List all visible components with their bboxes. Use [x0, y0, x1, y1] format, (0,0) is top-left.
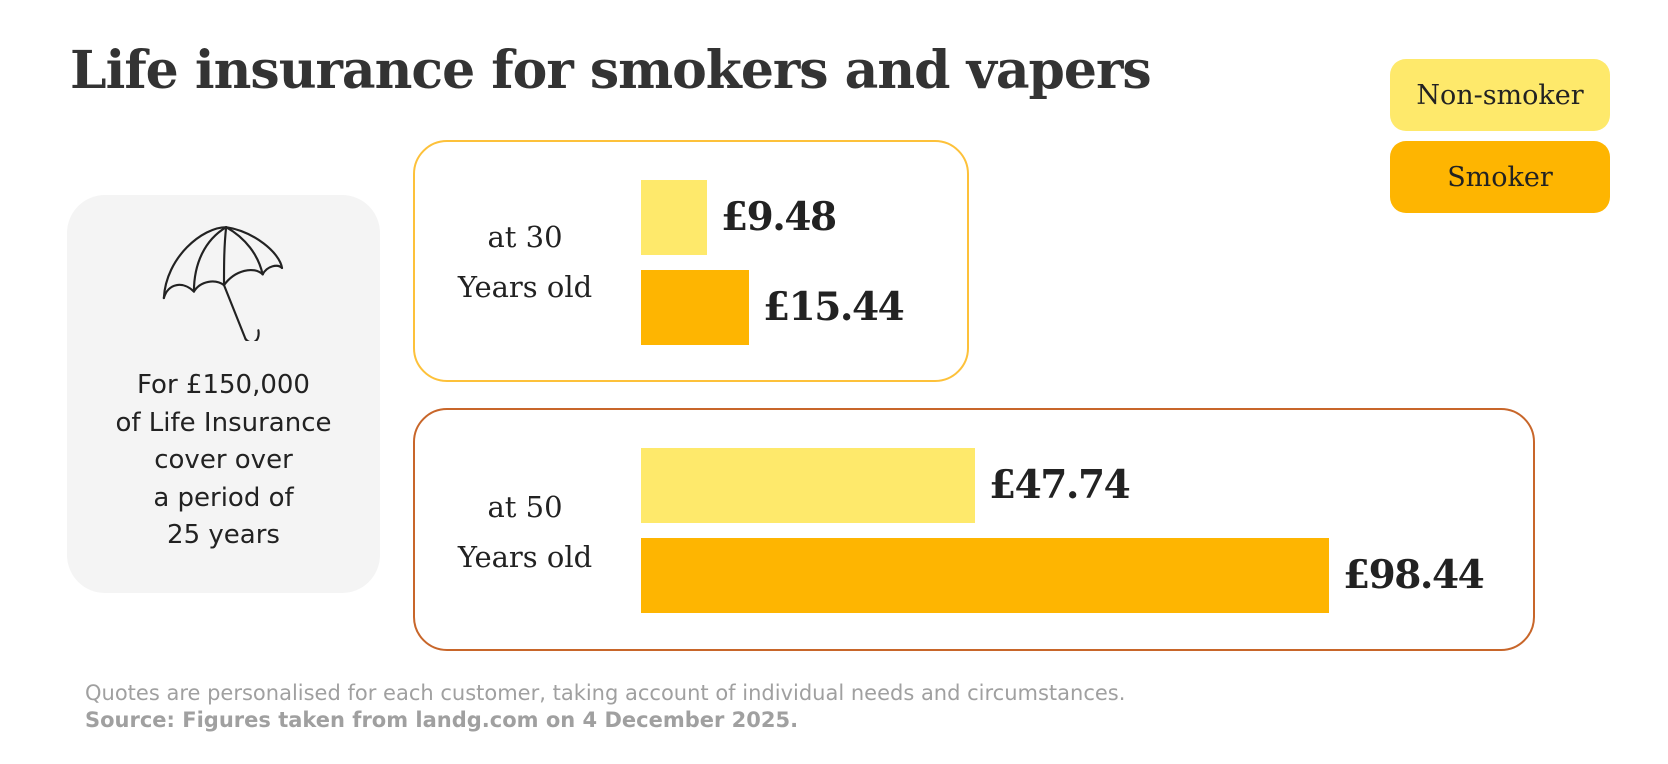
cover-line: 25 years [167, 520, 280, 550]
age-30-label: at 30 Years old [455, 212, 595, 312]
legend-non-smoker-label: Non-smoker [1416, 79, 1584, 111]
age-label-line: at 30 [487, 220, 563, 254]
age-50-group: at 50 Years old [413, 408, 1535, 651]
value-label-age30-smoker: £15.44 [763, 284, 905, 330]
age-30-group: at 30 Years old [413, 140, 969, 382]
value-label-age30-non-smoker: £9.48 [721, 194, 837, 240]
bar-age30-smoker [641, 270, 749, 345]
chart-title: Life insurance for smokers and vapers [70, 40, 1152, 101]
age-label-line: Years old [457, 270, 593, 304]
footer-note: Quotes are personalised for each custome… [85, 681, 1126, 705]
cover-line: For £150,000 [137, 370, 310, 400]
legend-smoker-label: Smoker [1447, 161, 1553, 193]
legend-non-smoker: Non-smoker [1390, 59, 1610, 131]
cover-line: cover over [154, 445, 293, 475]
age-label-line: at 50 [487, 490, 563, 524]
value-label-age50-smoker: £98.44 [1343, 552, 1485, 598]
value-label-age50-non-smoker: £47.74 [989, 462, 1131, 508]
bar-age50-smoker [641, 538, 1329, 613]
umbrella-icon [162, 226, 284, 341]
cover-info-card: For £150,000 of Life Insurance cover ove… [67, 195, 380, 593]
cover-line: a period of [153, 482, 294, 513]
bar-age30-non-smoker [641, 180, 707, 255]
age-label-line: Years old [457, 540, 593, 574]
legend-smoker: Smoker [1390, 141, 1610, 213]
bar-age50-non-smoker [641, 448, 975, 523]
age-50-label: at 50 Years old [455, 482, 595, 582]
cover-description: For £150,000 of Life Insurance cover ove… [67, 367, 380, 555]
cover-line: of Life Insurance [115, 407, 332, 438]
footer-source: Source: Figures taken from landg.com on … [85, 708, 799, 732]
